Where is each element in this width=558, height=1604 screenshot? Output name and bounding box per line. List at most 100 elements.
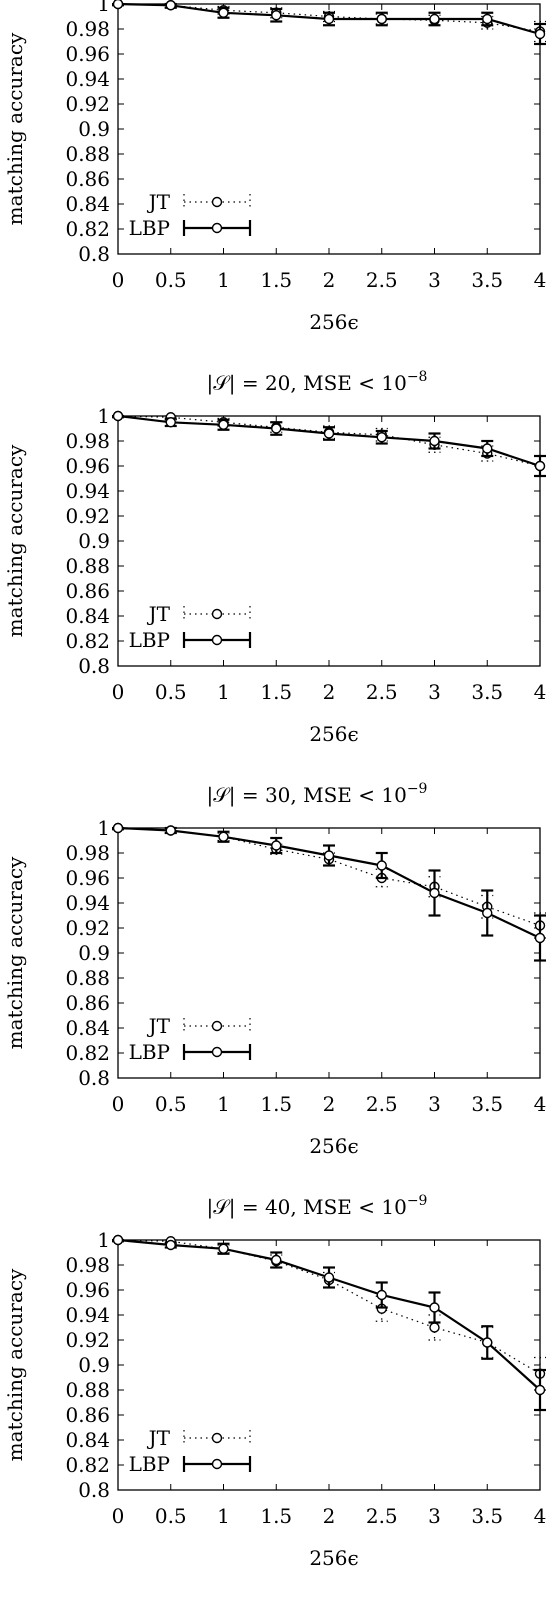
x-axis-label: 256ϵ xyxy=(309,310,358,334)
data-point-lbp xyxy=(482,443,493,454)
y-tick-label: 0.98 xyxy=(65,17,110,41)
y-axis-label: matching accuracy xyxy=(3,1268,27,1461)
data-point-lbp xyxy=(429,1302,440,1313)
x-tick-label: 1 xyxy=(217,1504,230,1528)
x-tick-label: 1.5 xyxy=(260,1092,292,1116)
data-point-lbp xyxy=(482,907,493,919)
data-point-lbp xyxy=(323,850,335,861)
x-tick-label: 3 xyxy=(428,1092,441,1116)
data-point-lbp xyxy=(271,423,282,434)
data-point-lbp xyxy=(323,13,335,25)
series-line-jt xyxy=(117,827,541,927)
legend-label-lbp: LBP xyxy=(129,1452,170,1476)
y-tick-label: 0.8 xyxy=(78,1066,110,1090)
data-point-lbp xyxy=(218,1243,229,1254)
y-tick-label: 0.96 xyxy=(65,42,110,66)
data-point-lbp xyxy=(218,7,229,18)
data-point-lbp xyxy=(165,417,176,428)
data-point-lbp xyxy=(323,1272,335,1283)
y-tick-label: 0.9 xyxy=(78,117,110,141)
data-point-lbp xyxy=(271,840,282,851)
x-tick-label: 0 xyxy=(112,1092,125,1116)
legend-label-lbp: LBP xyxy=(129,1040,170,1064)
data-point-lbp xyxy=(112,410,124,422)
y-tick-label: 0.94 xyxy=(65,67,110,91)
chart-panel-1: 0.80.820.840.860.880.90.920.940.960.9810… xyxy=(3,0,546,334)
y-tick-label: 0.86 xyxy=(65,991,110,1015)
x-tick-label: 0 xyxy=(112,268,125,292)
y-tick-label: 0.9 xyxy=(78,1353,110,1377)
data-point-lbp xyxy=(112,822,124,834)
plot-frame xyxy=(117,3,541,255)
y-axis-label: matching accuracy xyxy=(3,32,27,225)
y-tick-label: 0.88 xyxy=(65,1378,110,1402)
legend-label-jt: JT xyxy=(147,190,171,214)
y-tick-label: 1 xyxy=(97,404,110,428)
y-tick-label: 0.84 xyxy=(65,604,110,628)
y-tick-label: 1 xyxy=(97,0,110,16)
legend-marker-jt xyxy=(211,1432,223,1444)
legend-marker-lbp xyxy=(211,222,223,234)
y-tick-label: 0.96 xyxy=(65,1278,110,1302)
legend-label-jt: JT xyxy=(147,602,171,626)
plot-frame xyxy=(117,415,541,667)
x-tick-label: 0 xyxy=(112,680,125,704)
x-tick-label: 4 xyxy=(534,268,547,292)
y-tick-label: 0.82 xyxy=(65,1453,110,1477)
x-tick-label: 2 xyxy=(323,1092,336,1116)
data-point-lbp xyxy=(429,435,440,447)
data-point-lbp xyxy=(323,428,335,439)
data-point-lbp xyxy=(534,932,546,944)
y-axis-label: matching accuracy xyxy=(3,856,27,1049)
data-point-lbp xyxy=(429,13,440,25)
y-tick-label: 0.92 xyxy=(65,504,110,528)
chart-panel-4: |𝒮| = 40, MSE < 10−90.80.820.840.860.880… xyxy=(3,1193,546,1570)
y-tick-label: 0.98 xyxy=(65,841,110,865)
x-tick-label: 2 xyxy=(323,1504,336,1528)
series-line-jt xyxy=(117,3,541,33)
y-tick-label: 0.86 xyxy=(65,167,110,191)
data-point-lbp xyxy=(376,1289,387,1301)
title-exponent: −9 xyxy=(407,781,428,797)
data-point-lbp xyxy=(534,28,546,40)
data-point-lbp xyxy=(482,1337,493,1348)
data-point-lbp xyxy=(482,13,493,25)
data-point-lbp xyxy=(429,887,440,899)
legend-marker-lbp xyxy=(211,1046,223,1058)
title-exponent: −9 xyxy=(407,1193,428,1209)
y-tick-label: 0.82 xyxy=(65,217,110,241)
legend-label-jt: JT xyxy=(147,1426,171,1450)
legend-label-lbp: LBP xyxy=(129,216,170,240)
x-axis-label: 256ϵ xyxy=(309,1546,358,1570)
y-tick-label: 0.96 xyxy=(65,866,110,890)
legend-marker-jt xyxy=(211,1020,223,1032)
y-tick-label: 0.88 xyxy=(65,966,110,990)
chart-title: |𝒮| = 30, MSE < 10−9 xyxy=(207,781,428,808)
x-tick-label: 0.5 xyxy=(155,680,187,704)
data-point-lbp xyxy=(165,1239,176,1251)
legend-marker-lbp xyxy=(211,1458,223,1470)
y-tick-label: 0.94 xyxy=(65,1303,110,1327)
x-tick-label: 1.5 xyxy=(260,1504,292,1528)
chart-title: |𝒮| = 20, MSE < 10−8 xyxy=(207,369,428,396)
x-tick-label: 3 xyxy=(428,1504,441,1528)
x-tick-label: 4 xyxy=(534,680,547,704)
y-axis-label: matching accuracy xyxy=(3,444,27,637)
y-tick-label: 0.96 xyxy=(65,454,110,478)
y-tick-label: 1 xyxy=(97,1228,110,1252)
x-tick-label: 0.5 xyxy=(155,1092,187,1116)
y-tick-label: 0.94 xyxy=(65,479,110,503)
x-tick-label: 3 xyxy=(428,680,441,704)
x-tick-label: 3.5 xyxy=(471,1504,503,1528)
data-point-lbp xyxy=(112,1234,124,1246)
data-point-lbp xyxy=(165,825,176,836)
data-point-lbp xyxy=(376,860,387,871)
data-point-lbp xyxy=(271,10,282,21)
legend-label-lbp: LBP xyxy=(129,628,170,652)
y-tick-label: 0.98 xyxy=(65,1253,110,1277)
y-tick-label: 0.88 xyxy=(65,554,110,578)
x-axis-label: 256ϵ xyxy=(309,1134,358,1158)
x-tick-label: 0.5 xyxy=(155,1504,187,1528)
data-point-lbp xyxy=(534,1384,546,1396)
